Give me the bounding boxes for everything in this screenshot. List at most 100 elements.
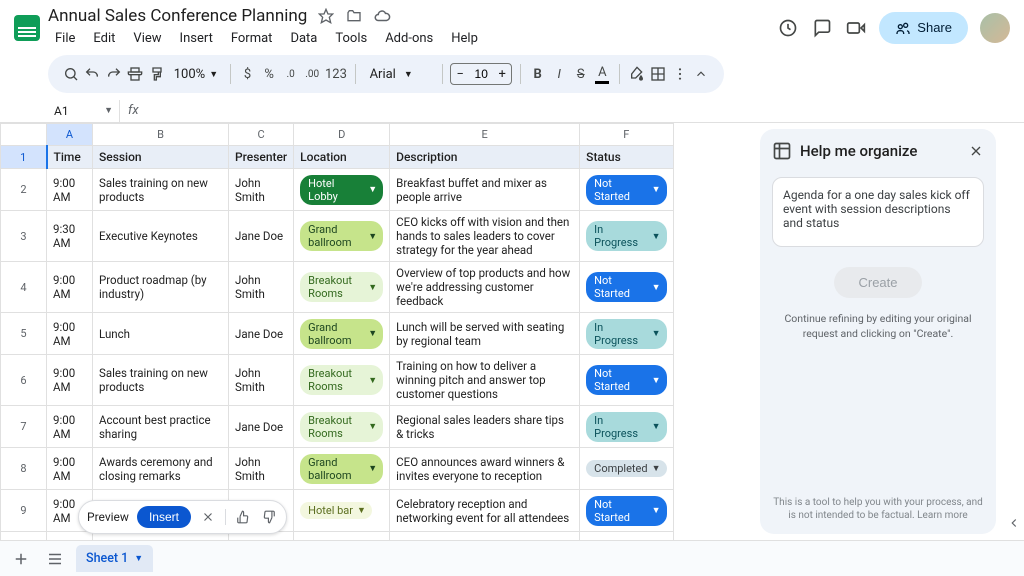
row-header[interactable]: 8 (1, 448, 47, 490)
cell[interactable]: Completed▼ (580, 448, 673, 490)
status-chip[interactable]: Not Started▼ (586, 496, 666, 526)
zoom-select[interactable]: 100% ▼ (170, 67, 222, 82)
row-header[interactable]: 1 (1, 146, 47, 169)
cell[interactable]: Grand ballroom▼ (294, 313, 390, 355)
text-color-icon[interactable]: A (594, 61, 612, 87)
cell[interactable]: Jane Doe (229, 406, 294, 448)
menu-view[interactable]: View (126, 28, 168, 49)
location-chip[interactable]: Hotel bar▼ (300, 502, 372, 519)
cell[interactable]: Product roadmap (by industry) (93, 262, 229, 313)
status-chip[interactable]: Not Started▼ (586, 365, 666, 395)
cell[interactable]: Hotel bar▼ (294, 490, 390, 532)
share-button[interactable]: Share (879, 12, 968, 44)
col-header[interactable]: F (580, 124, 673, 146)
cell[interactable]: In Progress▼ (580, 406, 673, 448)
menu-file[interactable]: File (48, 28, 82, 49)
insert-button[interactable]: Insert (137, 506, 191, 528)
cell[interactable]: Lunch (93, 313, 229, 355)
star-icon[interactable] (317, 7, 335, 25)
print-icon[interactable] (127, 61, 145, 87)
show-side-panel-icon[interactable] (1007, 516, 1021, 530)
cell[interactable]: John Smith (229, 448, 294, 490)
cell[interactable]: Session (93, 146, 229, 169)
status-chip[interactable]: In Progress▼ (586, 319, 666, 349)
cell[interactable]: John Smith (229, 169, 294, 211)
cell[interactable]: 9:00 AM (47, 406, 93, 448)
menu-edit[interactable]: Edit (86, 28, 122, 49)
cell[interactable]: Status (580, 146, 673, 169)
row-header[interactable]: 3 (1, 211, 47, 262)
cell[interactable] (294, 532, 390, 541)
cell[interactable] (580, 532, 673, 541)
cell[interactable]: In Progress▼ (580, 211, 673, 262)
col-header[interactable]: C (229, 124, 294, 146)
location-chip[interactable]: Grand ballroom▼ (300, 454, 383, 484)
col-header[interactable]: E (390, 124, 580, 146)
cell[interactable]: Not Started▼ (580, 355, 673, 406)
menu-help[interactable]: Help (444, 28, 485, 49)
cell[interactable]: 9:00 AM (47, 448, 93, 490)
cell[interactable]: Celebratory reception and networking eve… (390, 490, 580, 532)
location-chip[interactable]: Breakout Rooms▼ (300, 272, 383, 302)
cell[interactable]: 9:00 AM (47, 262, 93, 313)
all-sheets-icon[interactable] (42, 546, 68, 572)
cell[interactable]: Training on how to deliver a winning pit… (390, 355, 580, 406)
cell[interactable]: CEO kicks off with vision and then hands… (390, 211, 580, 262)
more-icon[interactable] (671, 61, 689, 87)
cell[interactable]: John Smith (229, 262, 294, 313)
sheet-tab[interactable]: Sheet 1▼ (76, 545, 153, 572)
comments-icon[interactable] (811, 17, 833, 39)
undo-icon[interactable] (84, 61, 102, 87)
cloud-saved-icon[interactable] (373, 7, 391, 25)
menu-format[interactable]: Format (224, 28, 280, 49)
add-sheet-icon[interactable] (8, 546, 34, 572)
thumbs-up-icon[interactable] (234, 508, 252, 526)
cell[interactable]: Sales training on new products (93, 355, 229, 406)
cell[interactable]: Account best practice sharing (93, 406, 229, 448)
collapse-toolbar-icon[interactable] (692, 61, 710, 87)
close-panel-icon[interactable] (968, 143, 984, 159)
cell[interactable]: 9:00 AM (47, 313, 93, 355)
row-header[interactable]: 9 (1, 490, 47, 532)
paint-format-icon[interactable] (148, 61, 166, 87)
col-header[interactable]: D (294, 124, 390, 146)
currency-icon[interactable]: $ (239, 61, 257, 87)
cell[interactable]: Grand ballroom▼ (294, 448, 390, 490)
strike-icon[interactable]: S (572, 61, 590, 87)
font-size-minus[interactable]: − (451, 67, 469, 82)
cell[interactable]: Breakout Rooms▼ (294, 406, 390, 448)
cell[interactable]: Breakout Rooms▼ (294, 355, 390, 406)
cell[interactable]: 9:30 AM (47, 211, 93, 262)
status-chip[interactable]: Not Started▼ (586, 175, 666, 205)
location-chip[interactable]: Hotel Lobby▼ (300, 175, 383, 205)
cell[interactable] (47, 532, 93, 541)
cell[interactable]: Breakout Rooms▼ (294, 262, 390, 313)
name-box[interactable]: A1▼ (48, 100, 120, 122)
cell[interactable]: Lunch will be served with seating by reg… (390, 313, 580, 355)
location-chip[interactable]: Grand ballroom▼ (300, 319, 383, 349)
move-icon[interactable] (345, 7, 363, 25)
status-chip[interactable]: Completed▼ (586, 460, 666, 477)
cell[interactable]: Time (47, 146, 93, 169)
cell[interactable]: Location (294, 146, 390, 169)
cell[interactable]: Not Started▼ (580, 169, 673, 211)
percent-icon[interactable]: % (260, 61, 278, 87)
row-header[interactable]: 7 (1, 406, 47, 448)
cell[interactable]: In Progress▼ (580, 313, 673, 355)
row-header[interactable]: 10 (1, 532, 47, 541)
number-format-select[interactable]: 123 (325, 61, 347, 87)
italic-icon[interactable]: I (550, 61, 568, 87)
cell[interactable]: Presenter (229, 146, 294, 169)
status-chip[interactable]: In Progress▼ (586, 412, 666, 442)
borders-icon[interactable] (649, 61, 667, 87)
location-chip[interactable]: Breakout Rooms▼ (300, 365, 383, 395)
sheets-logo[interactable] (14, 15, 40, 41)
increase-decimal-icon[interactable]: .00 (303, 61, 321, 87)
cell[interactable]: Jane Doe (229, 211, 294, 262)
cell[interactable]: Hotel Lobby▼ (294, 169, 390, 211)
menu-data[interactable]: Data (283, 28, 324, 49)
cell[interactable]: Executive Keynotes (93, 211, 229, 262)
meet-icon[interactable] (845, 17, 867, 39)
cell[interactable]: 9:00 AM (47, 169, 93, 211)
cell[interactable]: Awards ceremony and closing remarks (93, 448, 229, 490)
